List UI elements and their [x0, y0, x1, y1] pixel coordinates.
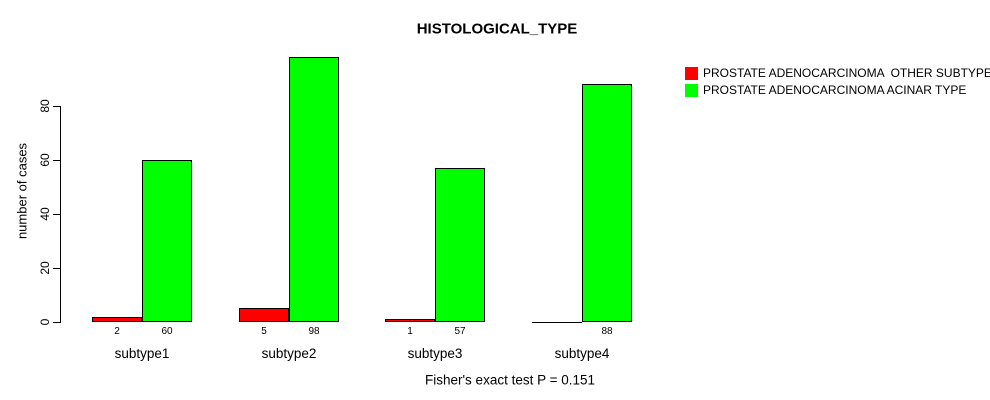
legend-item: PROSTATE ADENOCARCINOMA OTHER SUBTYPE [685, 66, 990, 80]
y-axis-tick-label: 80 [38, 99, 52, 113]
y-axis-line [60, 106, 61, 323]
bar-acinar-type [582, 84, 632, 322]
bar-acinar-type [435, 168, 485, 322]
y-axis-tick [53, 214, 60, 215]
bar-group: 5 98 subtype2 [239, 0, 339, 400]
category-label: subtype1 [114, 346, 170, 361]
legend-swatch-acinar-type [685, 83, 698, 97]
y-axis-tick-label: 0 [38, 318, 52, 326]
y-axis-tick [53, 322, 60, 323]
bar-other-subtype [385, 319, 435, 322]
category-label: subtype3 [407, 346, 463, 361]
bar-value-label: 1 [407, 326, 413, 337]
bar-group: 2 60 subtype1 [92, 0, 192, 400]
bar-acinar-type [289, 57, 339, 322]
legend-label: PROSTATE ADENOCARCINOMA OTHER SUBTYPE [703, 66, 990, 80]
y-axis-tick-label: 60 [38, 153, 52, 167]
y-axis-tick-label: 20 [38, 261, 52, 275]
chart-title: HISTOLOGICAL_TYPE [416, 20, 578, 38]
legend-item: PROSTATE ADENOCARCINOMA ACINAR TYPE [685, 83, 990, 97]
bar-other-subtype [239, 308, 289, 322]
category-label: subtype2 [261, 346, 317, 361]
bar-group: 1 57 subtype3 [385, 0, 485, 400]
bar-value-label: 5 [261, 326, 267, 337]
y-axis-tick-label: 40 [38, 207, 52, 221]
bar-acinar-type [142, 160, 192, 322]
bar-other-subtype [92, 317, 142, 322]
bar-value-label: 88 [601, 326, 613, 337]
bar-group: 88 subtype4 [532, 0, 632, 400]
category-label: subtype4 [554, 346, 610, 361]
y-axis-tick [53, 268, 60, 269]
bar-other-subtype-zero [532, 322, 582, 323]
y-axis-tick [53, 106, 60, 107]
y-axis-tick [53, 160, 60, 161]
bar-value-label: 60 [161, 326, 173, 337]
bar-value-label: 2 [114, 326, 120, 337]
bar-value-label: 98 [308, 326, 320, 337]
bar-value-label: 57 [454, 326, 466, 337]
legend-swatch-other-subtype [685, 66, 698, 80]
legend: PROSTATE ADENOCARCINOMA OTHER SUBTYPE PRO… [685, 66, 990, 97]
footer-annotation: Fisher's exact test P = 0.151 [424, 372, 596, 388]
legend-label: PROSTATE ADENOCARCINOMA ACINAR TYPE [703, 83, 967, 97]
